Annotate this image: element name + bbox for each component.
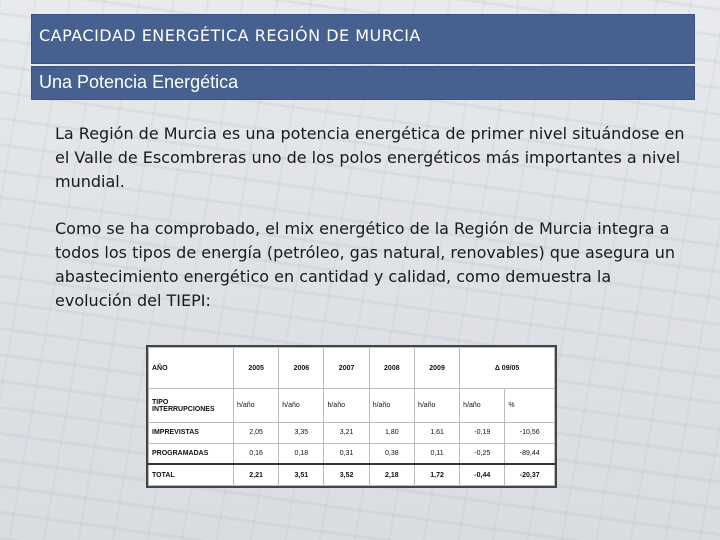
- table-cell: -89,44: [504, 442, 555, 465]
- table-cell: 3,21: [323, 422, 370, 444]
- table-cell: 2,21: [232, 463, 280, 487]
- paragraph-tiepi: Como se ha comprobado, el mix energético…: [55, 219, 676, 310]
- table-cell: -10,56: [504, 422, 555, 444]
- slide-title: CAPACIDAD ENERGÉTICA REGIÓN DE MURCIA: [31, 14, 695, 64]
- units-cell: h/año: [232, 387, 280, 424]
- table-cell: 1,80: [368, 422, 415, 444]
- header-cell: 2008: [368, 347, 415, 389]
- paragraph-intro: La Región de Murcia es una potencia ener…: [55, 124, 685, 191]
- units-cell: h/año: [323, 387, 370, 424]
- table-cell: 0,16: [232, 442, 280, 465]
- table-cell: 1,61: [413, 422, 461, 444]
- slide-subtitle: Una Potencia Energética: [31, 66, 695, 100]
- table-cell: -0,25: [459, 442, 506, 465]
- tiepi-table-image: AÑO 2005 2006 2007 2008 2009 Δ 09/05 TIP…: [146, 345, 557, 488]
- header-cell: 2009: [413, 347, 461, 389]
- header-cell: 2007: [323, 347, 370, 389]
- table-units-row: TIPO INTERRUPCIONES h/año h/año h/año h/…: [148, 387, 555, 424]
- table-cell: 2,18: [368, 463, 415, 487]
- table-cell: 3,35: [278, 422, 325, 444]
- table-cell: 3,51: [278, 463, 325, 487]
- table-cell: 3,52: [323, 463, 370, 487]
- table-cell: 2,05: [232, 422, 280, 444]
- units-cell: h/año: [413, 387, 461, 424]
- row-label: TOTAL: [148, 463, 234, 487]
- row-label: PROGRAMADAS: [148, 442, 234, 465]
- header-cell: 2005: [232, 347, 280, 389]
- table-cell: 1,72: [413, 463, 461, 487]
- header-cell: 2006: [278, 347, 325, 389]
- units-cell: h/año: [459, 387, 506, 424]
- units-cell: h/año: [368, 387, 415, 424]
- table-row: IMPREVISTAS 2,05 3,35 3,21 1,80 1,61 -0,…: [148, 422, 555, 444]
- table-cell: -0,19: [459, 422, 506, 444]
- table-cell: 0,18: [278, 442, 325, 465]
- table-cell: 0,38: [368, 442, 415, 465]
- header-cell-delta: Δ 09/05: [459, 347, 555, 389]
- table-row-total: TOTAL 2,21 3,51 3,52 2,18 1,72 -0,44 -20…: [148, 463, 555, 487]
- row-label: IMPREVISTAS: [148, 422, 234, 444]
- table-cell: 0,11: [413, 442, 461, 465]
- table-header-row: AÑO 2005 2006 2007 2008 2009 Δ 09/05: [148, 347, 555, 389]
- units-cell: %: [504, 387, 555, 424]
- tiepi-table: AÑO 2005 2006 2007 2008 2009 Δ 09/05 TIP…: [148, 347, 555, 487]
- table-cell: -20,37: [504, 463, 555, 487]
- table-cell: -0,44: [459, 463, 506, 487]
- units-cell-type: TIPO INTERRUPCIONES: [148, 387, 234, 424]
- table-row: PROGRAMADAS 0,16 0,18 0,31 0,38 0,11 -0,…: [148, 442, 555, 465]
- header-cell-year: AÑO: [148, 347, 234, 389]
- table-cell: 0,31: [323, 442, 370, 465]
- units-cell: h/año: [278, 387, 325, 424]
